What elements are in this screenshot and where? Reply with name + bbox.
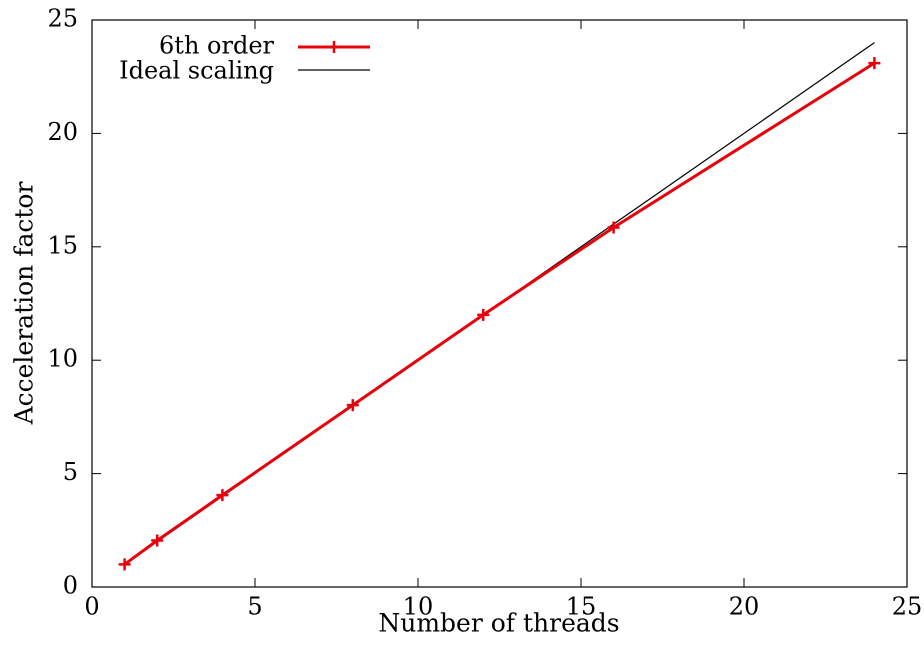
data-point-6th-order bbox=[868, 57, 881, 70]
x-tick-label: 25 bbox=[892, 593, 923, 621]
x-tick-label: 15 bbox=[566, 593, 597, 621]
data-point-6th-order bbox=[607, 221, 620, 234]
y-tick-label: 15 bbox=[47, 231, 78, 259]
y-tick-label: 5 bbox=[63, 458, 78, 486]
data-point-6th-order bbox=[346, 399, 359, 412]
y-tick-label: 10 bbox=[47, 345, 78, 373]
legend-marker-6th-order bbox=[328, 41, 340, 53]
y-tick-label: 25 bbox=[47, 5, 78, 33]
data-point-6th-order bbox=[216, 489, 229, 502]
y-axis-title: Acceleration factor bbox=[10, 182, 39, 426]
y-tick-label: 20 bbox=[47, 118, 78, 146]
axis-ticks bbox=[91, 19, 908, 588]
legend: 6th order Ideal scaling bbox=[119, 32, 370, 85]
data-point-6th-order bbox=[477, 308, 490, 321]
plot-frame bbox=[91, 19, 908, 588]
data-point-6th-order bbox=[151, 534, 164, 547]
x-tick-label: 0 bbox=[84, 593, 99, 621]
series-layer bbox=[118, 42, 881, 571]
legend-label-ideal-scaling: Ideal scaling bbox=[119, 57, 274, 85]
x-axis-title: Number of threads bbox=[378, 609, 619, 638]
axis-tick-labels: 0 5 10 15 20 25 0 5 10 15 20 25 bbox=[47, 5, 922, 621]
legend-label-6th-order: 6th order bbox=[159, 32, 274, 60]
x-tick-label: 10 bbox=[403, 593, 434, 621]
x-tick-label: 5 bbox=[247, 593, 262, 621]
data-point-6th-order bbox=[118, 558, 131, 571]
series-line-6th-order bbox=[123, 61, 876, 566]
x-tick-label: 20 bbox=[729, 593, 760, 621]
y-tick-label: 0 bbox=[63, 572, 78, 600]
